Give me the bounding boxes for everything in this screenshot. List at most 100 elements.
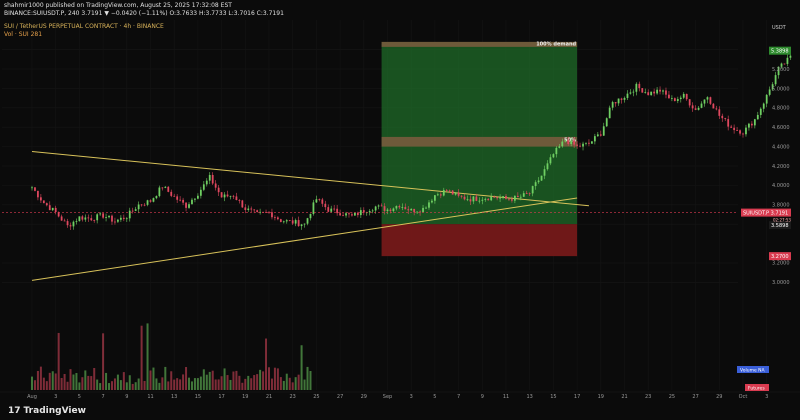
- candle-body: [759, 108, 762, 115]
- time-axis-tick: 15: [550, 394, 556, 400]
- volume-bar: [122, 372, 125, 390]
- time-axis-tick: Oct: [739, 394, 748, 400]
- volume-ma-label: Volume NA: [740, 368, 766, 374]
- candle-body: [386, 209, 389, 211]
- candle-body: [540, 175, 543, 181]
- candle-body: [268, 212, 270, 213]
- candle-body: [434, 195, 436, 201]
- stop-zone: [381, 224, 578, 257]
- target-zone-top-band: [381, 41, 578, 47]
- candle-body: [745, 127, 747, 135]
- candle-body: [599, 134, 602, 136]
- candle-body: [588, 142, 590, 144]
- volume-bar: [75, 373, 78, 390]
- price-axis-tick: 3.8000: [772, 203, 790, 209]
- time-axis-tick: 3: [54, 394, 57, 400]
- candle-body: [614, 102, 617, 104]
- price-marker-tag: [769, 252, 791, 261]
- volume-bar: [190, 381, 193, 390]
- time-axis-tick: Sep: [383, 394, 392, 400]
- candle-body: [481, 199, 484, 201]
- candle-body: [368, 211, 371, 213]
- candle-body: [131, 210, 134, 212]
- candle-body: [419, 211, 421, 213]
- grid: [2, 20, 768, 390]
- candle-body: [727, 119, 730, 127]
- candle-body: [567, 140, 570, 144]
- mid-zone-label: 50%: [564, 137, 576, 143]
- volume-bar: [90, 376, 93, 390]
- candle-body: [241, 200, 244, 208]
- volume-bar: [173, 379, 176, 390]
- volume-bar: [309, 370, 312, 390]
- candle-body: [579, 145, 581, 147]
- candle-body: [108, 215, 110, 218]
- candle-body: [297, 220, 300, 227]
- volume-bar: [72, 374, 75, 390]
- candle-body: [472, 196, 475, 202]
- candle-body: [753, 119, 756, 126]
- volume-bar: [51, 371, 54, 390]
- candle-body: [146, 200, 149, 205]
- candle-body: [771, 84, 774, 90]
- candle-body: [629, 92, 632, 94]
- candle-body: [66, 221, 69, 226]
- candle-body: [762, 103, 765, 109]
- volume-bar: [149, 370, 152, 390]
- candle-body: [291, 220, 294, 224]
- candle-body: [37, 190, 39, 198]
- volume-bar: [31, 376, 33, 390]
- price-marker-tag: [741, 208, 791, 217]
- candle-body: [685, 93, 688, 100]
- candle-body: [392, 208, 395, 212]
- volume-bar: [63, 373, 66, 390]
- symbol-ohlc-line: BINANCE:SUIUSDT.P, 240 3.7191 ▼ −0.0420 …: [4, 10, 284, 17]
- tradingview-wordmark: TradingView: [23, 406, 86, 416]
- volume-bar: [167, 381, 170, 390]
- price-axis-tick: 3.0000: [772, 280, 790, 286]
- volume-bar: [143, 380, 146, 390]
- volume-bar: [155, 378, 158, 390]
- bar-countdown: 02:27:53: [773, 218, 791, 223]
- volume-bar: [102, 333, 105, 390]
- futures-label: Futures: [748, 386, 765, 392]
- candle-body: [279, 219, 282, 222]
- candle-body: [194, 198, 196, 200]
- candle-body: [398, 206, 401, 208]
- candle-body: [750, 123, 753, 126]
- volume-bar: [54, 373, 57, 390]
- candle-body: [623, 97, 626, 100]
- candle-body: [561, 141, 564, 147]
- volume-bar: [217, 379, 220, 390]
- volume-bar: [87, 375, 90, 390]
- candle-body: [205, 180, 208, 185]
- candle-body: [653, 91, 656, 94]
- volume-bar: [36, 370, 39, 390]
- time-axis-tick: 29: [716, 394, 722, 400]
- candle-body: [253, 209, 256, 211]
- candle-body: [259, 211, 262, 213]
- volume-bar: [45, 381, 48, 390]
- volume-bar: [66, 381, 69, 390]
- candle-body: [315, 199, 318, 203]
- candle-body: [306, 218, 309, 224]
- candle-body: [164, 186, 167, 188]
- volume-bar: [199, 376, 202, 390]
- price-marker-tag: [769, 221, 791, 230]
- time-axis-tick: 17: [218, 394, 224, 400]
- candle-body: [161, 187, 164, 189]
- candle-body: [593, 136, 596, 142]
- candle-body: [454, 192, 457, 195]
- price-marker-label: 3.2700: [771, 254, 789, 260]
- candle-body: [676, 99, 679, 101]
- volume-bar: [137, 378, 140, 390]
- time-axis-tick: 5: [433, 394, 436, 400]
- volume-bar: [259, 369, 262, 390]
- volume-bar: [306, 366, 309, 390]
- time-axis-tick: 3: [765, 394, 768, 400]
- demand-zone-label: 100% demand: [536, 41, 576, 47]
- price-marker-label: 5.3898: [771, 48, 789, 54]
- volume-bar: [185, 367, 188, 390]
- time-axis-tick: 11: [147, 394, 153, 400]
